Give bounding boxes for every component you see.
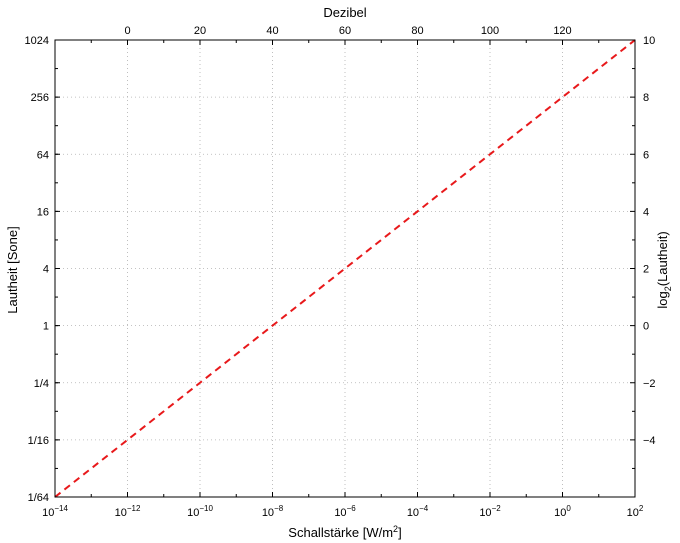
top-axis-title: Dezibel <box>323 5 366 20</box>
x-tick-label-exponent: 2 <box>639 504 644 513</box>
y2-tick-label: −2 <box>643 378 656 390</box>
x-tick-label-exponent: −14 <box>54 504 68 513</box>
x2-tick-label: 60 <box>339 25 351 37</box>
y-tick-label: 1/16 <box>28 435 49 447</box>
x-tick-label-exponent: −10 <box>199 504 213 513</box>
y-axis-title: Lautheit [Sone] <box>5 226 20 313</box>
y-tick-label: 1 <box>43 321 49 333</box>
y2-tick-label: 4 <box>643 206 649 218</box>
y-tick-label: 64 <box>37 149 49 161</box>
x2-tick-label: 120 <box>553 25 571 37</box>
x-tick-label-base: 10 <box>334 507 346 519</box>
x2-tick-label: 0 <box>124 25 130 37</box>
x-tick-label-base: 10 <box>262 507 274 519</box>
y-tick-label: 1/4 <box>34 378 49 390</box>
series-layer <box>54 39 636 498</box>
right-axis-title-sub: 2 <box>663 286 673 291</box>
x2-tick-label: 20 <box>194 25 206 37</box>
x-tick-label: 10−8 <box>262 504 284 519</box>
x-tick-label-exponent: −4 <box>419 504 429 513</box>
right-axis-title-post: (Lautheit) <box>655 231 670 286</box>
x-tick-label: 10−4 <box>407 504 429 519</box>
y2-tick-label: 2 <box>643 264 649 276</box>
x-axis-title-text: Schallstärke [W/m <box>288 525 393 540</box>
y-tick-label: 16 <box>37 206 49 218</box>
y2-tick-label: −4 <box>643 435 656 447</box>
x-tick-label-base: 10 <box>187 507 199 519</box>
x2-tick-label: 40 <box>266 25 278 37</box>
y2-tick-label: 8 <box>643 92 649 104</box>
x-tick-label-base: 10 <box>627 507 639 519</box>
x-tick-label-base: 10 <box>407 507 419 519</box>
x-tick-label-base: 10 <box>479 507 491 519</box>
x-tick-label-base: 10 <box>115 507 127 519</box>
y2-tick-label: 0 <box>643 321 649 333</box>
x2-tick-label: 80 <box>411 25 423 37</box>
x-tick-label-base: 10 <box>554 507 566 519</box>
x-tick-label: 102 <box>627 504 644 519</box>
loudness-line <box>54 39 636 498</box>
y-tick-label: 1/64 <box>28 492 49 504</box>
x-tick-label-exponent: 0 <box>566 504 571 513</box>
right-axis-title: log2(Lautheit) <box>655 231 673 308</box>
y-tick-label: 4 <box>43 264 49 276</box>
x2-tick-label: 100 <box>481 25 499 37</box>
x-axis-title: Schallstärke [W/m2] <box>288 524 401 540</box>
x-tick-label: 10−2 <box>479 504 501 519</box>
y-tick-label: 256 <box>31 92 49 104</box>
y-tick-label: 1024 <box>25 35 49 47</box>
x-tick-label: 10−12 <box>115 504 141 519</box>
x-axis-title-sup: 2 <box>393 524 398 534</box>
right-axis-title-pre: log <box>655 291 670 308</box>
x-tick-label: 100 <box>554 504 571 519</box>
x-axis-title-end: ] <box>398 525 402 540</box>
y2-tick-label: 6 <box>643 149 649 161</box>
x-tick-label-exponent: −12 <box>127 504 141 513</box>
x-tick-label-exponent: −2 <box>492 504 502 513</box>
x-tick-label-exponent: −6 <box>347 504 357 513</box>
x-tick-label: 10−14 <box>42 504 68 519</box>
x-tick-label: 10−6 <box>334 504 356 519</box>
y2-tick-label: 10 <box>643 35 655 47</box>
x-tick-label-base: 10 <box>42 507 54 519</box>
x-tick-label-exponent: −8 <box>274 504 284 513</box>
tick-marks <box>54 39 636 498</box>
x-tick-label: 10−10 <box>187 504 213 519</box>
